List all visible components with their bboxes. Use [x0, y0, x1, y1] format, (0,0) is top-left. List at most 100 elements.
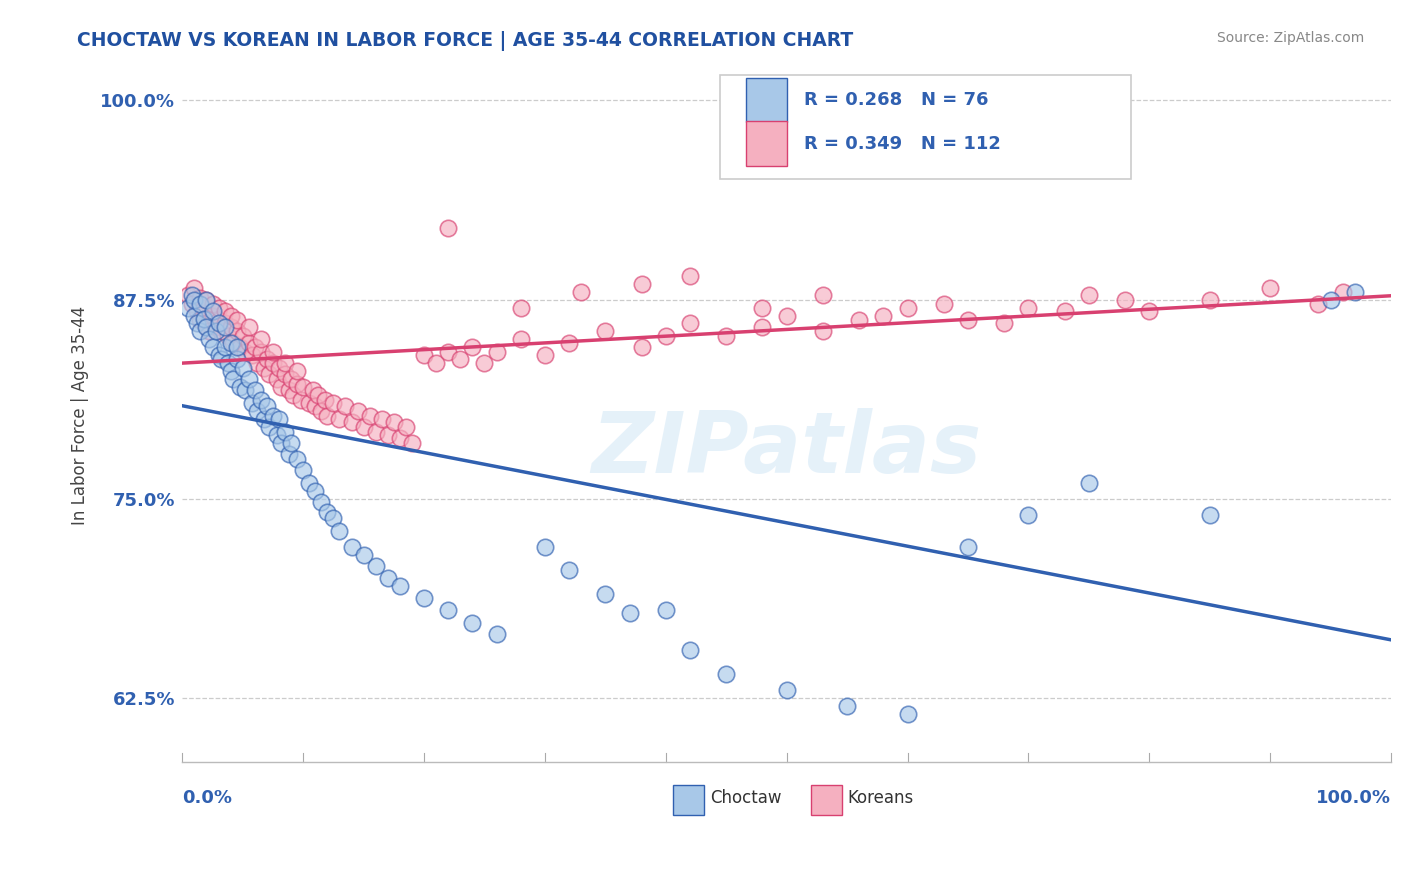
Point	[298, 475, 321, 490]
Point	[461, 340, 484, 354]
Point	[896, 706, 918, 721]
Point	[437, 603, 460, 617]
Point	[201, 340, 224, 354]
Point	[509, 301, 531, 315]
Point	[201, 303, 224, 318]
Point	[751, 301, 773, 315]
Point	[1331, 285, 1354, 299]
Point	[233, 345, 256, 359]
Point	[630, 277, 652, 291]
Point	[259, 420, 281, 434]
Point	[388, 431, 411, 445]
FancyBboxPatch shape	[745, 121, 786, 166]
Point	[558, 335, 581, 350]
Point	[346, 404, 368, 418]
Point	[225, 325, 247, 339]
Point	[193, 311, 215, 326]
Point	[186, 303, 208, 318]
Point	[266, 372, 288, 386]
Point	[353, 548, 375, 562]
Point	[190, 291, 212, 305]
Point	[181, 287, 204, 301]
Point	[509, 333, 531, 347]
Point	[932, 297, 955, 311]
Point	[207, 348, 229, 362]
Point	[401, 436, 423, 450]
Point	[285, 364, 308, 378]
Point	[595, 587, 617, 601]
Text: Source: ZipAtlas.com: Source: ZipAtlas.com	[1216, 31, 1364, 45]
Point	[630, 340, 652, 354]
Point	[1308, 297, 1330, 311]
Point	[474, 356, 496, 370]
Point	[246, 356, 269, 370]
Point	[274, 368, 297, 382]
Point	[225, 313, 247, 327]
Point	[246, 404, 269, 418]
Point	[238, 335, 260, 350]
Point	[225, 351, 247, 366]
Point	[250, 392, 273, 407]
Point	[292, 463, 315, 477]
Point	[262, 356, 284, 370]
Point	[437, 220, 460, 235]
Point	[485, 627, 508, 641]
Point	[437, 345, 460, 359]
Point	[1017, 508, 1039, 522]
Point	[183, 309, 205, 323]
Point	[1137, 303, 1160, 318]
Point	[177, 301, 200, 315]
Point	[222, 335, 245, 350]
Point	[274, 425, 297, 439]
Point	[382, 415, 405, 429]
Point	[195, 293, 218, 307]
FancyBboxPatch shape	[745, 78, 786, 122]
Point	[209, 351, 232, 366]
Point	[302, 384, 325, 398]
Point	[1077, 475, 1099, 490]
Point	[193, 301, 215, 315]
Point	[811, 325, 834, 339]
Point	[558, 564, 581, 578]
Point	[377, 428, 399, 442]
Point	[328, 524, 350, 538]
Point	[238, 372, 260, 386]
Point	[266, 428, 288, 442]
Point	[335, 400, 357, 414]
Point	[353, 420, 375, 434]
Point	[314, 392, 336, 407]
Point	[214, 340, 236, 354]
Point	[225, 340, 247, 354]
Point	[896, 301, 918, 315]
Point	[311, 404, 333, 418]
Point	[205, 319, 228, 334]
Point	[214, 317, 236, 331]
Point	[1198, 293, 1220, 307]
Point	[425, 356, 447, 370]
Text: 100.0%: 100.0%	[1316, 789, 1391, 807]
Point	[219, 319, 242, 334]
Point	[243, 340, 266, 354]
Point	[183, 293, 205, 307]
Text: R = 0.268   N = 76: R = 0.268 N = 76	[804, 91, 988, 109]
Point	[267, 412, 290, 426]
Point	[1258, 281, 1281, 295]
Point	[534, 540, 557, 554]
Point	[177, 287, 200, 301]
Point	[679, 317, 702, 331]
Point	[993, 317, 1015, 331]
Point	[716, 667, 738, 681]
Point	[222, 372, 245, 386]
Point	[619, 607, 641, 621]
Point	[232, 361, 254, 376]
Y-axis label: In Labor Force | Age 35-44: In Labor Force | Age 35-44	[72, 306, 89, 524]
Point	[328, 412, 350, 426]
Point	[304, 400, 326, 414]
Point	[190, 313, 212, 327]
Point	[290, 392, 312, 407]
Point	[183, 281, 205, 295]
Point	[253, 412, 276, 426]
Point	[413, 591, 436, 605]
Point	[277, 384, 299, 398]
FancyBboxPatch shape	[720, 76, 1132, 179]
